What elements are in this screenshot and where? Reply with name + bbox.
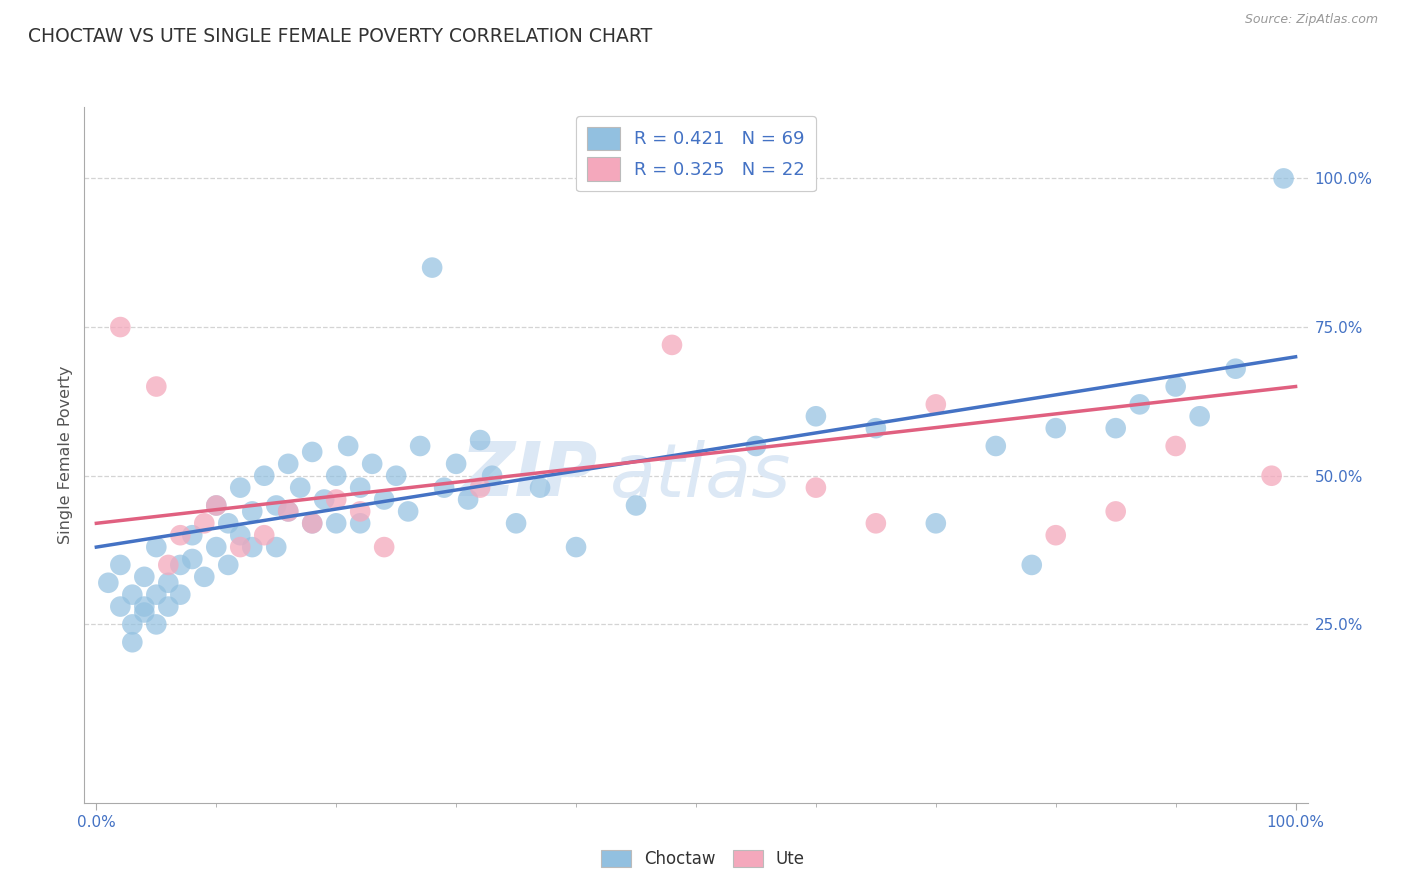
Point bbox=[264, 540, 287, 554]
Point bbox=[205, 499, 228, 513]
Point bbox=[145, 379, 167, 393]
Point bbox=[301, 445, 323, 459]
Point bbox=[145, 588, 167, 602]
Point bbox=[661, 338, 683, 352]
Point bbox=[157, 558, 180, 572]
Point bbox=[1164, 379, 1187, 393]
Point bbox=[337, 439, 360, 453]
Point bbox=[349, 504, 371, 518]
Point bbox=[121, 588, 143, 602]
Point bbox=[169, 528, 191, 542]
Point bbox=[290, 481, 312, 495]
Point bbox=[217, 516, 239, 531]
Point bbox=[1272, 171, 1295, 186]
Text: Source: ZipAtlas.com: Source: ZipAtlas.com bbox=[1244, 13, 1378, 27]
Point bbox=[529, 481, 551, 495]
Point bbox=[205, 499, 228, 513]
Legend: Choctaw, Ute: Choctaw, Ute bbox=[595, 843, 811, 875]
Point bbox=[134, 606, 156, 620]
Point bbox=[169, 588, 191, 602]
Point bbox=[121, 617, 143, 632]
Point bbox=[277, 504, 299, 518]
Point bbox=[1045, 421, 1067, 435]
Point bbox=[169, 558, 191, 572]
Point bbox=[468, 433, 491, 447]
Point bbox=[745, 439, 768, 453]
Point bbox=[420, 260, 443, 275]
Point bbox=[1129, 397, 1152, 411]
Point bbox=[110, 558, 132, 572]
Point bbox=[433, 481, 456, 495]
Point bbox=[565, 540, 588, 554]
Point bbox=[361, 457, 384, 471]
Point bbox=[193, 516, 215, 531]
Point bbox=[240, 504, 263, 518]
Point bbox=[505, 516, 527, 531]
Point bbox=[205, 540, 228, 554]
Point bbox=[181, 528, 204, 542]
Point bbox=[349, 516, 371, 531]
Point bbox=[277, 504, 299, 518]
Point bbox=[865, 516, 887, 531]
Point bbox=[804, 481, 827, 495]
Point bbox=[1045, 528, 1067, 542]
Point bbox=[301, 516, 323, 531]
Point bbox=[984, 439, 1007, 453]
Point bbox=[1105, 504, 1128, 518]
Point bbox=[925, 397, 948, 411]
Point bbox=[1105, 421, 1128, 435]
Point bbox=[325, 516, 347, 531]
Point bbox=[229, 528, 252, 542]
Point bbox=[264, 499, 287, 513]
Point bbox=[157, 575, 180, 590]
Point bbox=[804, 409, 827, 424]
Point bbox=[97, 575, 120, 590]
Point bbox=[385, 468, 408, 483]
Point bbox=[134, 570, 156, 584]
Point bbox=[134, 599, 156, 614]
Point bbox=[325, 468, 347, 483]
Point bbox=[253, 528, 276, 542]
Point bbox=[110, 320, 132, 334]
Point bbox=[1260, 468, 1282, 483]
Point bbox=[253, 468, 276, 483]
Point bbox=[181, 552, 204, 566]
Point bbox=[349, 481, 371, 495]
Point bbox=[157, 599, 180, 614]
Text: ZIP: ZIP bbox=[461, 439, 598, 512]
Point bbox=[240, 540, 263, 554]
Point bbox=[457, 492, 479, 507]
Point bbox=[193, 570, 215, 584]
Point bbox=[624, 499, 647, 513]
Point bbox=[409, 439, 432, 453]
Point bbox=[121, 635, 143, 649]
Text: atlas: atlas bbox=[610, 440, 792, 512]
Point bbox=[1021, 558, 1043, 572]
Point bbox=[229, 481, 252, 495]
Y-axis label: Single Female Poverty: Single Female Poverty bbox=[58, 366, 73, 544]
Point bbox=[277, 457, 299, 471]
Point bbox=[314, 492, 336, 507]
Point bbox=[1225, 361, 1247, 376]
Point bbox=[396, 504, 419, 518]
Text: CHOCTAW VS UTE SINGLE FEMALE POVERTY CORRELATION CHART: CHOCTAW VS UTE SINGLE FEMALE POVERTY COR… bbox=[28, 27, 652, 45]
Point bbox=[481, 468, 503, 483]
Point bbox=[229, 540, 252, 554]
Point bbox=[145, 617, 167, 632]
Point bbox=[865, 421, 887, 435]
Point bbox=[373, 492, 395, 507]
Point bbox=[1188, 409, 1211, 424]
Point bbox=[444, 457, 467, 471]
Point bbox=[925, 516, 948, 531]
Legend: R = 0.421   N = 69, R = 0.325   N = 22: R = 0.421 N = 69, R = 0.325 N = 22 bbox=[576, 116, 815, 192]
Point bbox=[373, 540, 395, 554]
Point bbox=[217, 558, 239, 572]
Point bbox=[301, 516, 323, 531]
Point bbox=[325, 492, 347, 507]
Point bbox=[468, 481, 491, 495]
Point bbox=[1164, 439, 1187, 453]
Point bbox=[110, 599, 132, 614]
Point bbox=[145, 540, 167, 554]
